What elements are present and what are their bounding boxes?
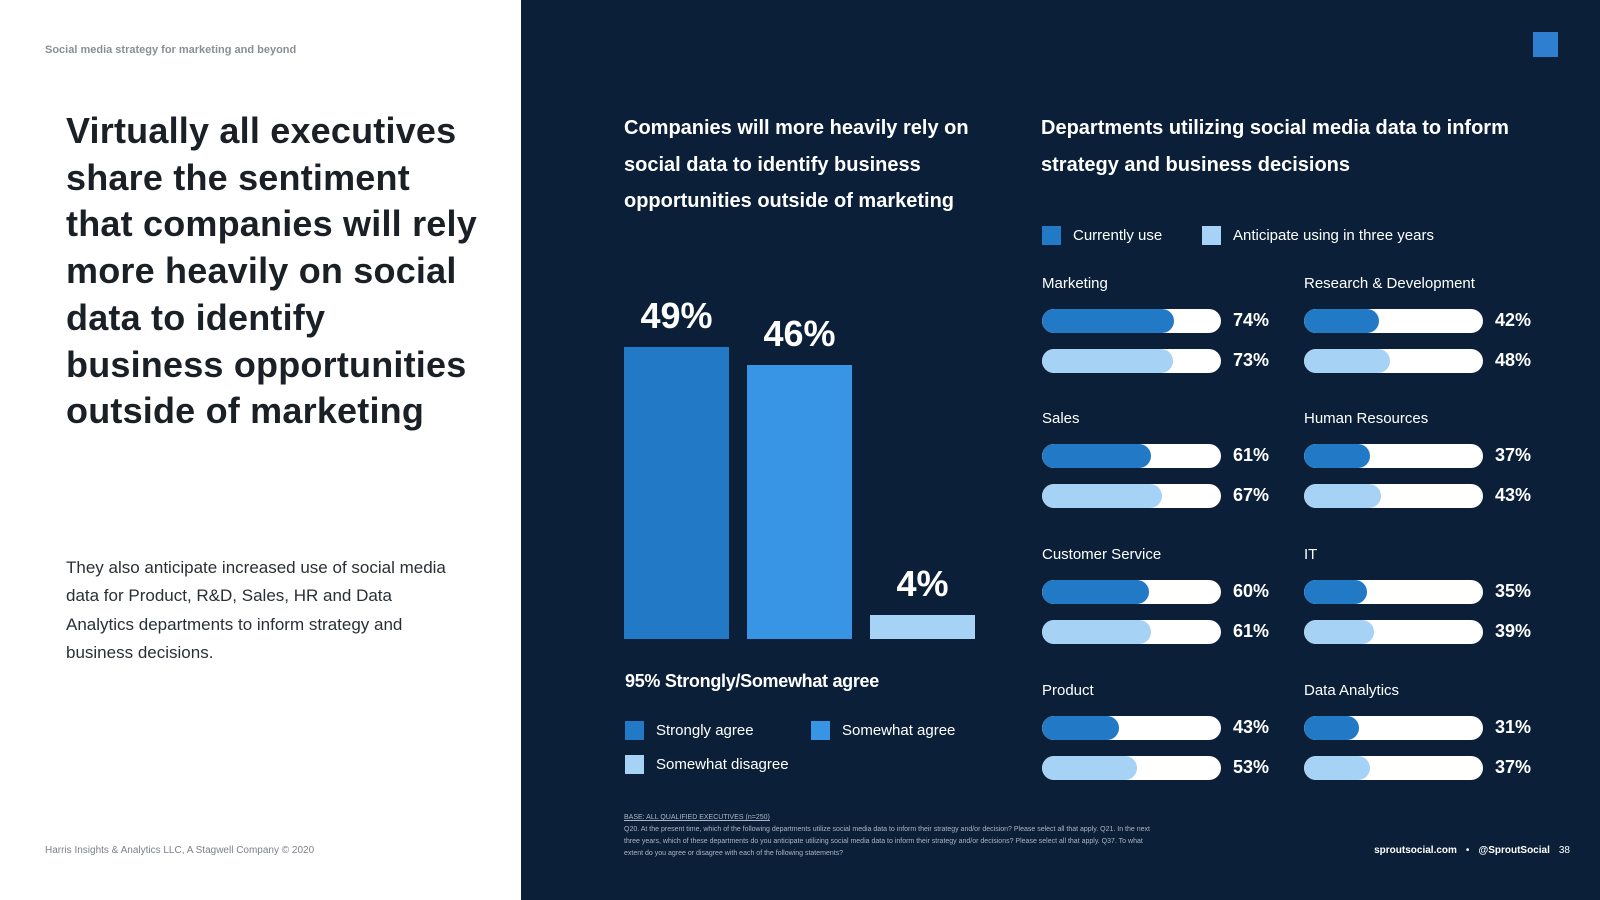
somewhat-agree-swatch	[811, 721, 830, 740]
pct-label-sales-current: 61%	[1233, 445, 1270, 465]
bar-fill-customer-service-anticipate	[1042, 620, 1152, 644]
pct-label-product-anticipate: 53%	[1233, 757, 1270, 777]
bar-fill-marketing-anticipate	[1042, 349, 1173, 373]
bar-value-label: 49%	[640, 294, 713, 336]
bar-value-label: 46%	[763, 312, 836, 354]
bar-fill-research-development-anticipate	[1304, 349, 1390, 373]
bar-fill-sales-current	[1042, 444, 1152, 468]
body-paragraph: They also anticipate increased use of so…	[66, 558, 446, 662]
legend-label: Somewhat agree	[842, 722, 956, 739]
bar-fill-sales-anticipate	[1042, 484, 1162, 508]
brand-square-icon	[1533, 32, 1558, 57]
pct-label-customer-service-current: 60%	[1233, 581, 1270, 601]
bar-track-sales-current	[1042, 444, 1221, 468]
bar-fill-it-anticipate	[1304, 620, 1374, 644]
dept-label-customer-service: Customer Service	[1042, 546, 1162, 563]
left-panel: Social media strategy for marketing and …	[0, 0, 521, 900]
agreement-chart-title: Companies will more heavily rely on soci…	[624, 117, 969, 212]
bar-somewhat-disagree	[870, 615, 975, 639]
legend-currently-use: Currently use	[1042, 226, 1162, 245]
pct-label-it-anticipate: 39%	[1495, 621, 1532, 641]
bar-track-data-analytics-current	[1304, 716, 1483, 740]
bar-track-research-development-current	[1304, 309, 1483, 333]
pct-label-marketing-current: 74%	[1233, 310, 1270, 330]
bar-fill-it-current	[1304, 580, 1367, 604]
bar-fill-marketing-current	[1042, 309, 1175, 333]
dept-label-human-resources: Human Resources	[1304, 410, 1429, 427]
bar-track-sales-anticipate	[1042, 484, 1221, 508]
page-headline: Virtually all executives share the senti…	[66, 110, 477, 432]
bar-track-customer-service-current	[1042, 580, 1221, 604]
bar-track-it-anticipate	[1304, 620, 1483, 644]
base-note-label: BASE: ALL QUALIFIED EXECUTIVES (n=250)	[624, 814, 770, 821]
pct-label-human-resources-current: 37%	[1495, 445, 1532, 465]
bar-fill-human-resources-current	[1304, 444, 1371, 468]
dept-label-marketing: Marketing	[1042, 275, 1108, 292]
footer-handle-link[interactable]: @SproutSocial	[1478, 845, 1550, 856]
pct-label-sales-anticipate: 67%	[1233, 485, 1270, 505]
legend-somewhat-agree: Somewhat agree	[811, 721, 955, 740]
strongly-agree-swatch	[625, 721, 644, 740]
bar-track-human-resources-anticipate	[1304, 484, 1483, 508]
bar-track-customer-service-anticipate	[1042, 620, 1221, 644]
base-note: BASE: ALL QUALIFIED EXECUTIVES (n=250) Q…	[624, 812, 1154, 860]
bar-fill-human-resources-anticipate	[1304, 484, 1381, 508]
footer-site-link[interactable]: sproutsocial.com	[1374, 845, 1457, 856]
bar-fill-research-development-current	[1304, 309, 1380, 333]
page-number: 38	[1558, 845, 1570, 856]
departments-chart-title: Departments utilizing social media data …	[1041, 117, 1509, 176]
base-note-text: Q20. At the present time, which of the f…	[624, 826, 1150, 857]
bar-track-product-anticipate	[1042, 756, 1221, 780]
dept-label-research-development: Research & Development	[1304, 275, 1475, 292]
footer-separator: •	[1465, 845, 1470, 856]
pct-label-data-analytics-current: 31%	[1495, 717, 1532, 737]
pct-label-human-resources-anticipate: 43%	[1495, 485, 1532, 505]
currently-use-swatch	[1042, 226, 1061, 245]
bar-track-data-analytics-anticipate	[1304, 756, 1483, 780]
report-header: Social media strategy for marketing and …	[45, 44, 297, 56]
bar-track-research-development-anticipate	[1304, 349, 1483, 373]
footer-copyright: Harris Insights & Analytics LLC, A Stagw…	[45, 845, 315, 856]
bar-track-human-resources-current	[1304, 444, 1483, 468]
pct-label-product-current: 43%	[1233, 717, 1270, 737]
legend-label: Strongly agree	[656, 722, 754, 739]
bar-fill-data-analytics-current	[1304, 716, 1360, 740]
pct-label-data-analytics-anticipate: 37%	[1495, 757, 1532, 777]
footer-right: sproutsocial.com • @SproutSocial 38	[1374, 845, 1570, 856]
pct-label-marketing-anticipate: 73%	[1233, 350, 1270, 370]
bar-strongly-agree	[624, 346, 729, 639]
dept-label-data-analytics: Data Analytics	[1304, 682, 1400, 699]
bar-track-marketing-current	[1042, 309, 1221, 333]
legend-label: Somewhat disagree	[656, 756, 789, 773]
pct-label-research-development-anticipate: 48%	[1495, 350, 1532, 370]
legend-somewhat-disagree: Somewhat disagree	[625, 755, 789, 774]
dept-label-product: Product	[1042, 682, 1094, 699]
somewhat-disagree-swatch	[625, 755, 644, 774]
dept-label-it: IT	[1304, 546, 1318, 563]
bar-fill-customer-service-current	[1042, 580, 1150, 604]
bar-fill-product-current	[1042, 716, 1119, 740]
pct-label-customer-service-anticipate: 61%	[1233, 621, 1270, 641]
anticipate-swatch	[1202, 226, 1221, 245]
bar-value-label: 4%	[896, 563, 949, 605]
legend-label: Currently use	[1073, 227, 1163, 244]
bar-fill-product-anticipate	[1042, 756, 1137, 780]
legend-anticipate: Anticipate using in three years	[1202, 226, 1434, 245]
pct-label-research-development-current: 42%	[1495, 310, 1532, 330]
dept-label-sales: Sales	[1042, 410, 1080, 427]
bar-fill-data-analytics-anticipate	[1304, 756, 1371, 780]
legend-strongly-agree: Strongly agree	[625, 721, 754, 740]
bar-somewhat-agree	[747, 364, 852, 639]
bar-track-it-current	[1304, 580, 1483, 604]
bar-track-marketing-anticipate	[1042, 349, 1221, 373]
bar-track-product-current	[1042, 716, 1221, 740]
pct-label-it-current: 35%	[1495, 581, 1532, 601]
agreement-summary: 95% Strongly/Somewhat agree	[625, 671, 879, 691]
legend-label: Anticipate using in three years	[1233, 227, 1434, 244]
